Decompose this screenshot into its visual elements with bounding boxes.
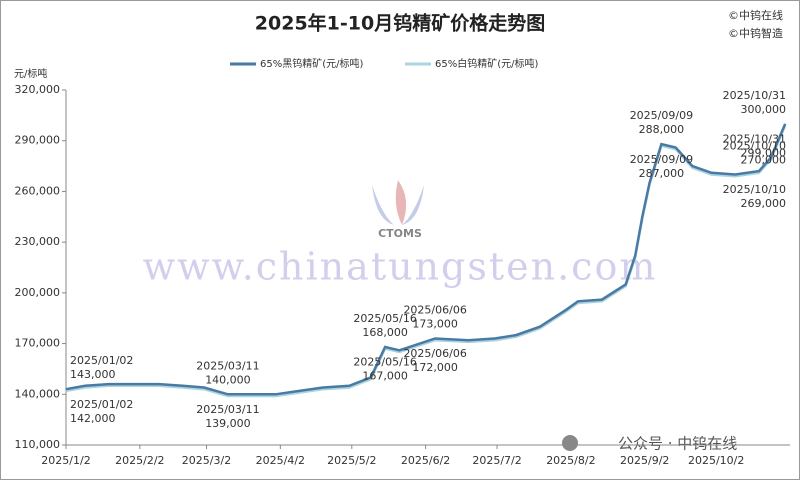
footer: 公众号 · 中钨在线 <box>618 435 737 453</box>
annotation-date: 2025/09/09 <box>630 153 693 166</box>
x-tick-label: 2025/6/2 <box>401 454 450 467</box>
y-tick-label: 260,000 <box>15 184 61 197</box>
annotation-date: 2025/03/11 <box>196 359 259 372</box>
annotation-date: 2025/10/10 <box>723 183 786 196</box>
annotation-value: 270,000 <box>741 154 787 167</box>
annotation-value: 140,000 <box>205 373 251 386</box>
annotation-date: 2025/06/06 <box>403 347 466 360</box>
x-tick-label: 2025/7/2 <box>472 454 521 467</box>
y-unit: 元/标吨 <box>14 67 47 80</box>
y-tick-label: 110,000 <box>15 438 61 451</box>
x-tick-label: 2025/8/2 <box>546 454 595 467</box>
annotation-value: 172,000 <box>412 361 458 374</box>
annotation-date: 2025/03/11 <box>196 403 259 416</box>
annotation-date: 2025/01/02 <box>70 398 133 411</box>
annotation-date: 2025/05/16 <box>353 312 416 325</box>
y-tick-label: 140,000 <box>15 387 61 400</box>
annotation-value: 167,000 <box>362 370 408 383</box>
y-tick-label: 200,000 <box>15 286 61 299</box>
y-tick-label: 230,000 <box>15 235 61 248</box>
annotation-value: 287,000 <box>639 167 685 180</box>
annotation-date: 2025/10/31 <box>723 133 786 146</box>
x-tick-label: 2025/5/2 <box>327 454 376 467</box>
y-tick-label: 320,000 <box>15 83 61 96</box>
x-tick-label: 2025/9/2 <box>620 454 669 467</box>
annotation-value: 173,000 <box>412 318 458 331</box>
watermark: www.chinatungsten.com <box>143 245 658 289</box>
annotation-date: 2025/06/06 <box>403 304 466 317</box>
annotation-value: 143,000 <box>70 368 116 381</box>
x-tick-label: 2025/3/2 <box>182 454 231 467</box>
y-tick-label: 290,000 <box>15 134 61 147</box>
legend-label: 65%白钨精矿(元/标吨) <box>435 57 538 70</box>
x-tick-label: 2025/1/2 <box>41 454 90 467</box>
annotation-date: 2025/09/09 <box>630 109 693 122</box>
annotation-value: 142,000 <box>70 412 116 425</box>
logo-text: CTOMS <box>378 227 422 240</box>
y-tick-label: 170,000 <box>15 337 61 350</box>
annotation-value: 269,000 <box>741 197 787 210</box>
logo <box>372 180 424 225</box>
x-tick-label: 2025/2/2 <box>115 454 164 467</box>
copyright: ©中钨在线 <box>728 8 783 22</box>
annotation-value: 288,000 <box>639 123 685 136</box>
annotation-date: 2025/01/02 <box>70 354 133 367</box>
annotation-value: 300,000 <box>741 103 787 116</box>
annotation-value: 299,000 <box>741 147 787 160</box>
annotation-date: 2025/05/16 <box>353 356 416 369</box>
copyright: ©中钨智造 <box>728 26 783 40</box>
annotation-date: 2025/10/31 <box>723 89 786 102</box>
legend-label: 65%黑钨精矿(元/标吨) <box>260 57 363 70</box>
x-tick-label: 2025/4/2 <box>256 454 305 467</box>
annotation-date: 2025/10/10 <box>723 140 786 153</box>
wechat-icon <box>562 435 578 451</box>
x-tick-label: 2025/10/2 <box>688 454 744 467</box>
annotation-value: 168,000 <box>362 326 408 339</box>
chart-title: 2025年1-10月钨精矿价格走势图 <box>255 12 545 35</box>
annotation-value: 139,000 <box>205 417 251 430</box>
series-line <box>65 123 787 396</box>
